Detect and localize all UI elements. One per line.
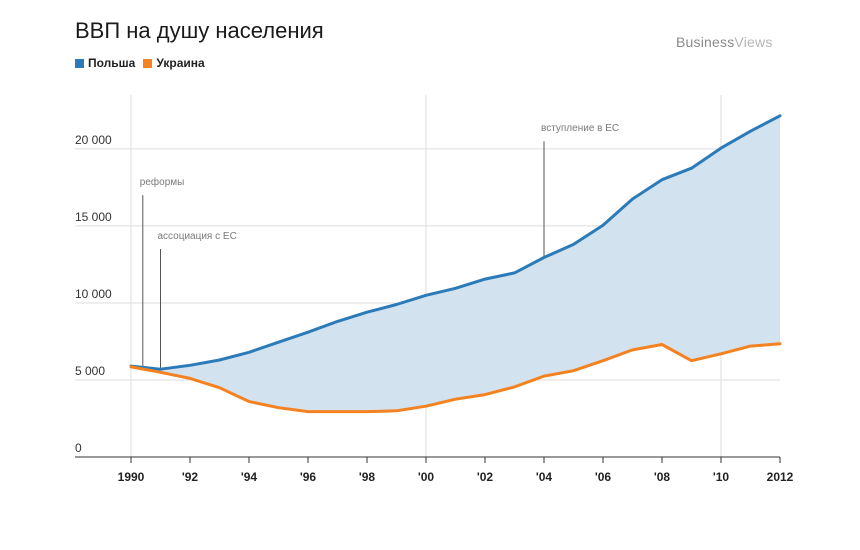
x-tick-label: '06 [595,470,612,484]
x-tick-label: '10 [713,470,730,484]
x-tick-label: '98 [359,470,376,484]
x-tick-label: '08 [654,470,671,484]
legend: Польша Украина [75,56,213,70]
y-tick-label: 20 000 [75,133,112,147]
y-tick-label: 0 [75,441,82,455]
legend-label-poland: Польша [88,56,136,70]
x-tick-label: '02 [477,470,494,484]
chart-title: ВВП на душу населения [75,18,324,43]
y-tick-label: 5 000 [75,364,105,378]
series-line-ukraine [129,342,782,414]
brand-logo: BusinessViews [676,34,773,50]
x-tick-label: '92 [182,470,199,484]
area-between-series [131,115,780,412]
legend-item-ukraine: Украина [143,56,205,70]
brand-part-2: Views [734,34,773,50]
legend-swatch-ukraine [143,58,153,68]
legend-label-ukraine: Украина [156,56,205,70]
x-tick-label: '96 [300,470,317,484]
legend-swatch-poland [75,58,84,68]
x-tick-label: 1990 [118,470,145,484]
annotation-label: вступление в ЕС [541,123,619,134]
series-line-poland [129,114,782,371]
x-tick-label: '00 [418,470,435,484]
annotation-label: ассоциация с ЕС [158,231,237,242]
y-tick-label: 15 000 [75,210,112,224]
legend-item-poland: Польша [75,56,135,70]
x-tick-label: '04 [536,470,553,484]
x-tick-label: '94 [241,470,258,484]
brand-part-1: Business [676,34,735,50]
x-tick-label: 2012 [767,470,794,484]
y-tick-label: 10 000 [75,287,112,301]
annotation-label: реформы [140,176,185,188]
